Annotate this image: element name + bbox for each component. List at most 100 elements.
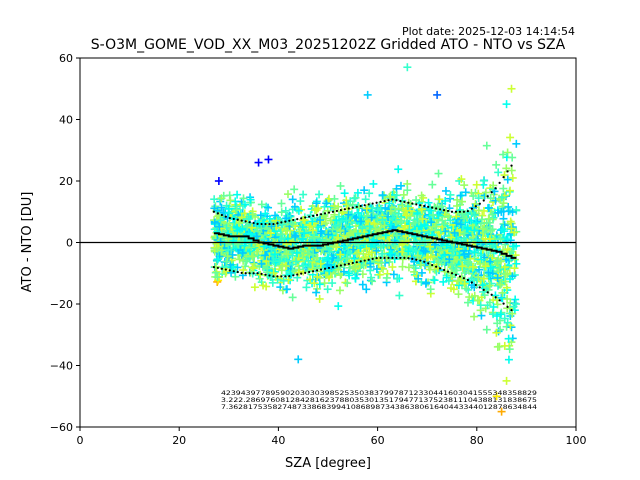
lower-std-point [347, 262, 350, 265]
scatter-point [496, 310, 505, 319]
scatter-point [304, 256, 313, 265]
scatter-point [362, 204, 371, 213]
scatter-point [468, 203, 477, 212]
scatter-point [508, 223, 517, 232]
lower-std-point [268, 274, 271, 277]
lower-std-point [490, 293, 493, 296]
lower-std-point [339, 264, 342, 267]
scatter-point [214, 177, 223, 185]
x-tick-label: 40 [271, 434, 285, 447]
y-tick-label: 20 [59, 175, 73, 188]
scatter-point [312, 288, 321, 297]
scatter-point [299, 261, 308, 270]
upper-std-point [411, 202, 414, 205]
upper-std-point [216, 212, 219, 215]
scatter-point [409, 237, 418, 246]
scatter-point [504, 207, 513, 216]
scatter-point [277, 234, 286, 243]
scatter-point [493, 300, 502, 309]
scatter-point [470, 226, 479, 235]
scatter-point [474, 194, 483, 203]
scatter-point [277, 252, 286, 261]
scatter-point [362, 244, 371, 253]
x-tick-label: 0 [77, 434, 84, 447]
scatter-point [468, 262, 477, 271]
scatter-point [217, 194, 226, 203]
scatter-point [344, 210, 353, 219]
scatter-point [435, 195, 444, 204]
scatter-point [372, 265, 381, 274]
scatter-point [476, 301, 485, 310]
scatter-point [278, 261, 287, 270]
scatter-point [334, 302, 343, 311]
lower-std-point [431, 263, 434, 267]
scatter-point [386, 206, 395, 215]
scatter-point [308, 217, 317, 226]
scatter-point [456, 191, 465, 200]
scatter-point [256, 211, 265, 220]
scatter-point [265, 214, 274, 223]
lower-std-point [292, 274, 295, 277]
upper-std-point [498, 181, 501, 184]
scatter-point [402, 211, 411, 220]
scatter-point [405, 203, 414, 212]
scatter-point [481, 262, 490, 271]
scatter-point [506, 133, 515, 142]
scatter-point [473, 296, 482, 305]
scatter-point [494, 208, 503, 217]
scatter-point [228, 250, 237, 259]
scatter-point [422, 253, 431, 262]
lower-std-point [494, 296, 497, 299]
scatter-point [270, 250, 279, 259]
upper-std-point [308, 215, 311, 218]
lower-std-point [312, 270, 315, 273]
scatter-point [487, 236, 496, 245]
annotation-row: 7.36281753582748733868399410868987343863… [221, 405, 537, 411]
upper-std-point [284, 220, 287, 223]
scatter-point [322, 199, 331, 208]
scatter-point [365, 189, 374, 198]
scatter-point [500, 227, 509, 236]
upper-std-point [442, 209, 446, 212]
upper-std-point [272, 222, 275, 226]
scatter-point [283, 226, 292, 235]
lower-std-point [462, 277, 466, 280]
lower-std-point [387, 256, 390, 259]
scatter-point [493, 319, 502, 328]
scatter-point [504, 334, 513, 343]
scatter-point [500, 171, 509, 180]
scatter-point [334, 255, 343, 264]
scatter-point [404, 263, 413, 272]
scatter-point [271, 211, 280, 220]
lower-std-point [423, 260, 426, 263]
scatter-point [316, 259, 325, 268]
scatter-point [456, 220, 465, 229]
scatter-point [355, 218, 364, 227]
lower-std-point [224, 268, 227, 271]
scatter-point [354, 208, 363, 217]
scatter-point [288, 293, 297, 302]
upper-std-point [435, 207, 438, 210]
lower-std-point [435, 265, 438, 268]
scatter-point [266, 229, 275, 238]
scatter-point [313, 284, 322, 293]
scatter-point [395, 291, 404, 300]
lower-std-point [331, 266, 335, 269]
upper-std-point [347, 207, 350, 210]
scatter-point [460, 181, 469, 190]
scatter-point [412, 246, 421, 255]
scatter-point [430, 276, 439, 285]
scatter-point [440, 220, 449, 229]
scatter-point [417, 268, 426, 277]
scatter-point [497, 193, 506, 202]
scatter-point [374, 206, 383, 215]
scatter-point [479, 176, 488, 185]
scatter-point [509, 302, 518, 311]
scatter-point [429, 211, 438, 220]
upper-std-point [383, 199, 386, 203]
scatter-point [448, 245, 457, 254]
scatter-point [238, 248, 247, 257]
scatter-point [422, 278, 431, 287]
lower-std-point [216, 266, 219, 270]
scatter-point [259, 281, 268, 290]
